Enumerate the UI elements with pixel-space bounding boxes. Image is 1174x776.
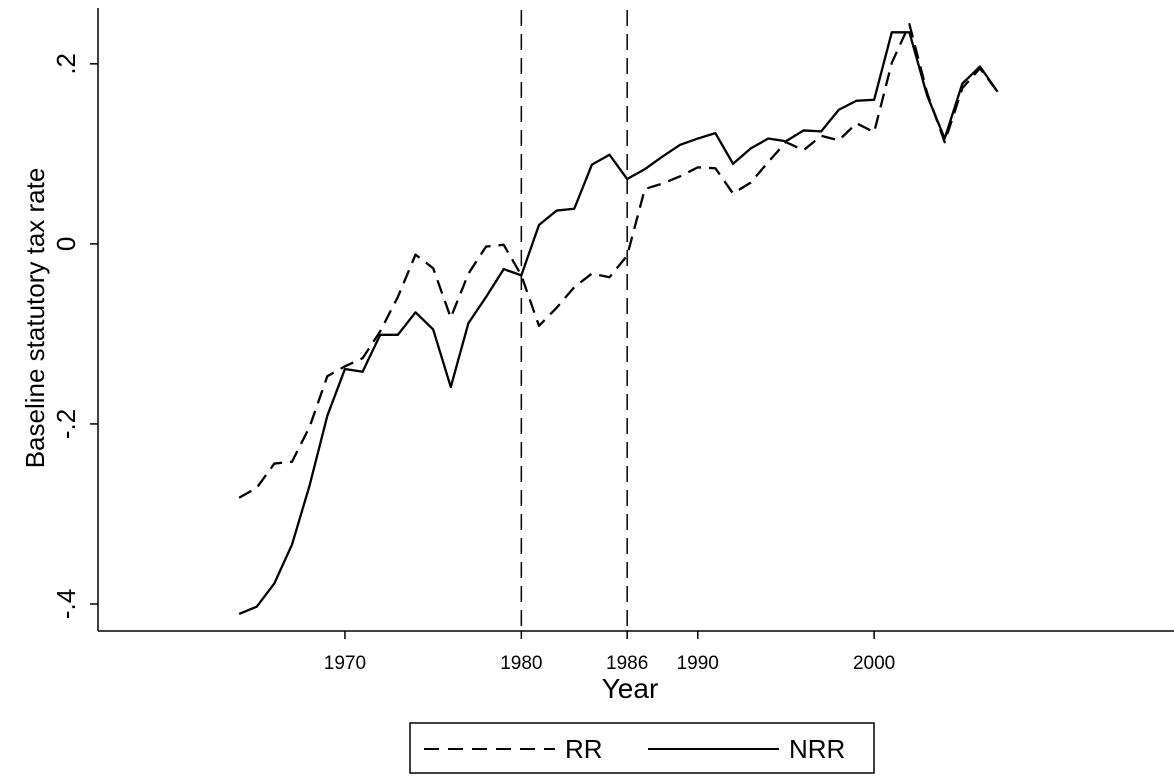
x-tick-label: 1986 [606, 653, 648, 674]
tick-labels: -.4 -.2 0 .2 1970 1980 1986 1990 2000 [51, 53, 895, 674]
y-tick-label: .2 [51, 53, 81, 75]
y-tick-label: -.2 [51, 409, 81, 439]
plot-area [238, 10, 999, 631]
x-tick-label: 2000 [853, 653, 895, 674]
y-tick-label: 0 [51, 237, 81, 251]
series-line-rr [238, 23, 999, 499]
x-tick-label: 1970 [324, 653, 366, 674]
legend-label-rr: RR [565, 734, 603, 764]
legend: RR NRR [409, 722, 875, 774]
series-line-nrr [238, 31, 999, 615]
legend-box [409, 722, 875, 774]
y-tick-label: -.4 [51, 589, 81, 619]
axes [90, 8, 1174, 639]
x-tick-label: 1990 [677, 653, 719, 674]
x-axis-label: Year [602, 673, 659, 704]
legend-label-nrr: NRR [789, 734, 845, 764]
y-axis-label: Baseline statutory tax rate [20, 168, 50, 469]
x-tick-label: 1980 [500, 653, 542, 674]
